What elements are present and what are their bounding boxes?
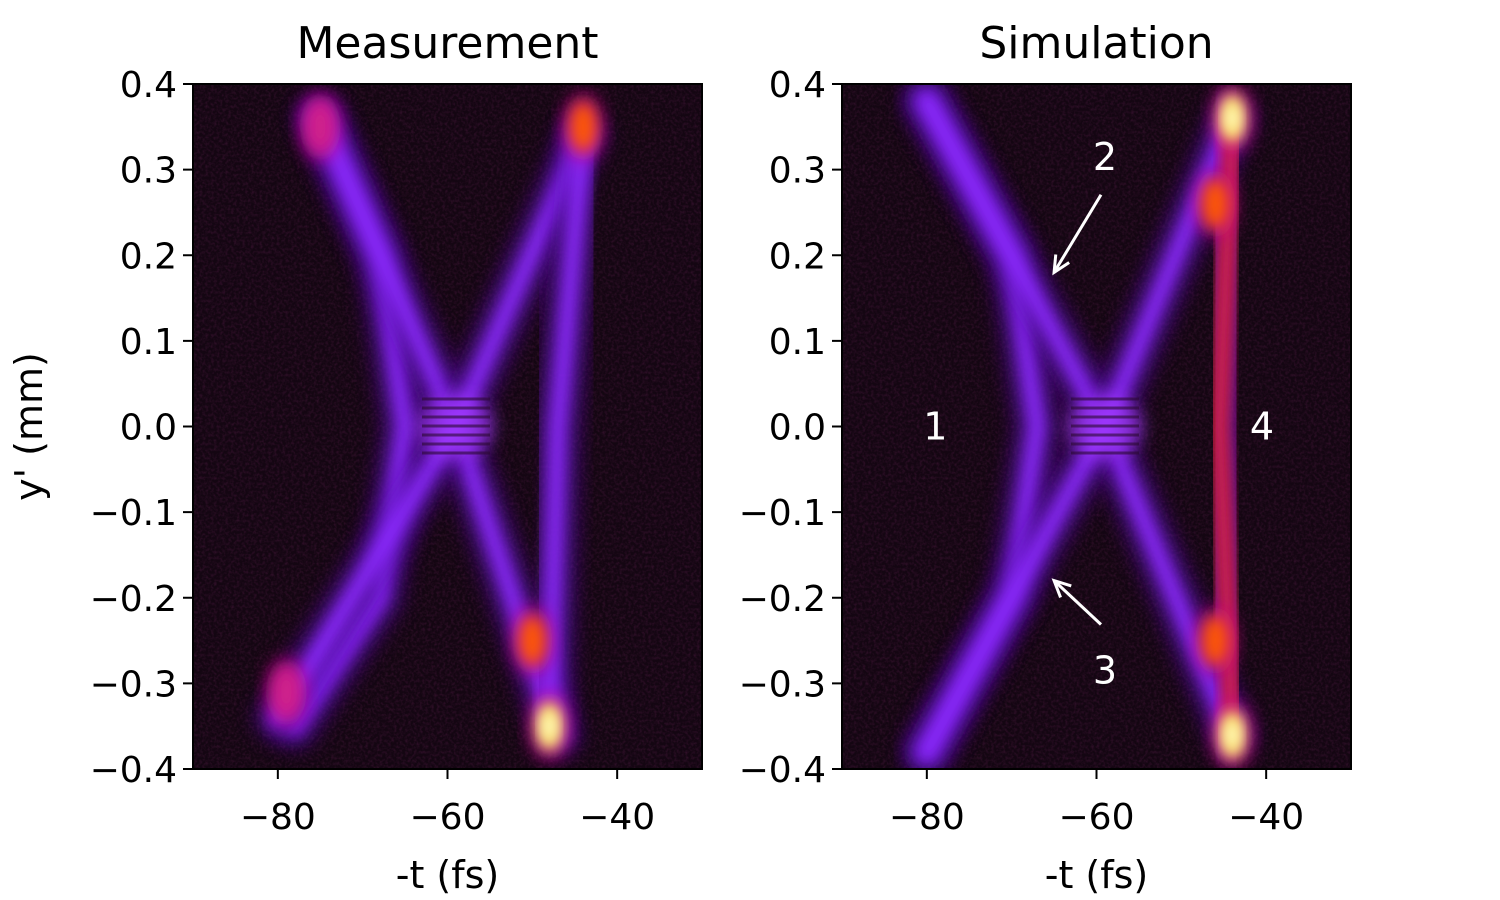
fringe-line <box>421 424 490 428</box>
x-axis-label: -t (fs) <box>1045 853 1149 897</box>
fringe-line <box>1070 397 1139 401</box>
x-axis: −80 −60 −40 <box>889 769 1304 838</box>
y-tick-label: −0.2 <box>739 579 826 620</box>
hotspot <box>307 102 334 151</box>
y-tick-label: 0.1 <box>769 322 826 363</box>
hotspot <box>273 667 300 716</box>
fringe-line <box>1070 415 1139 419</box>
annotation-arrow <box>1053 579 1103 626</box>
fringe-line <box>421 415 490 419</box>
y-tick-label: 0.2 <box>769 236 826 277</box>
x-tick-label: −80 <box>240 797 316 838</box>
x-tick-label: −40 <box>579 797 655 838</box>
hotspot-core <box>542 712 557 741</box>
y-tick-label: −0.4 <box>90 750 177 791</box>
hotspot <box>1202 179 1229 228</box>
y-tick-label: −0.3 <box>739 664 826 705</box>
annotation-label: 1 <box>923 405 947 449</box>
annotation-arrowhead <box>1052 254 1070 276</box>
x-axis-label: -t (fs) <box>396 853 500 897</box>
panel-title: Measurement <box>296 18 598 69</box>
y-tick-label: −0.1 <box>90 493 177 534</box>
y-tick-label: 0.0 <box>120 408 177 449</box>
band <box>540 126 593 727</box>
x-tick-label: −60 <box>410 797 486 838</box>
y-axis: 0.4 0.3 0.2 0.1 0.0 −0.1 −0.2 −0.3 −0.4 <box>90 65 193 791</box>
fringe-line <box>1070 442 1139 446</box>
y-tick-label: 0.4 <box>769 65 826 106</box>
heatmap-area <box>193 84 702 769</box>
y-tick-label: 0.3 <box>769 151 826 192</box>
y-tick-label: 0.1 <box>120 322 177 363</box>
y-tick-label: 0.3 <box>120 151 177 192</box>
fringe-line <box>421 433 490 437</box>
fringe-line <box>421 406 490 410</box>
y-tick-label: 0.2 <box>120 236 177 277</box>
fringe-line <box>421 397 490 401</box>
fringe-line <box>421 442 490 446</box>
y-tick-label: −0.3 <box>90 664 177 705</box>
fringe-line <box>421 451 490 455</box>
hotspot-core <box>1225 104 1240 133</box>
fringe-line <box>1070 451 1139 455</box>
x-axis: −80 −60 −40 <box>240 769 655 838</box>
hotspot-core <box>1225 720 1240 749</box>
panel-measurement: Measurement −80 −60 −40 0.4 0.3 0.2 0.1 0.0 −0.… <box>7 18 703 897</box>
annotations: 1 2 3 4 <box>923 135 1274 693</box>
y-tick-label: 0.0 <box>769 408 826 449</box>
heatmap-area <box>842 84 1351 769</box>
hotspot <box>1202 616 1229 665</box>
y-tick-label: 0.4 <box>120 65 177 106</box>
y-tick-label: −0.4 <box>739 750 826 791</box>
annotation-arrowhead <box>1051 578 1072 598</box>
hotspot <box>570 102 597 151</box>
panel-title: Simulation <box>979 18 1213 69</box>
annotation-label: 2 <box>1093 135 1117 179</box>
y-axis: 0.4 0.3 0.2 0.1 0.0 −0.1 −0.2 −0.3 −0.4 <box>739 65 842 791</box>
x-tick-label: −40 <box>1228 797 1304 838</box>
fringe-line <box>1070 433 1139 437</box>
fringe-line <box>1070 406 1139 410</box>
x-tick-label: −60 <box>1059 797 1135 838</box>
annotation-label: 4 <box>1250 405 1274 449</box>
annotation-arrow <box>1052 194 1103 274</box>
y-tick-label: −0.1 <box>739 493 826 534</box>
fringe-line <box>1070 424 1139 428</box>
hotspot <box>519 616 546 665</box>
y-axis-label: y' (mm) <box>7 352 51 501</box>
annotation-label: 3 <box>1093 649 1117 693</box>
x-tick-label: −80 <box>889 797 965 838</box>
y-tick-label: −0.2 <box>90 579 177 620</box>
panel-simulation: Simulation −80 −60 −40 0.4 0.3 0.2 0.1 0.0 −0.1… <box>739 18 1352 897</box>
